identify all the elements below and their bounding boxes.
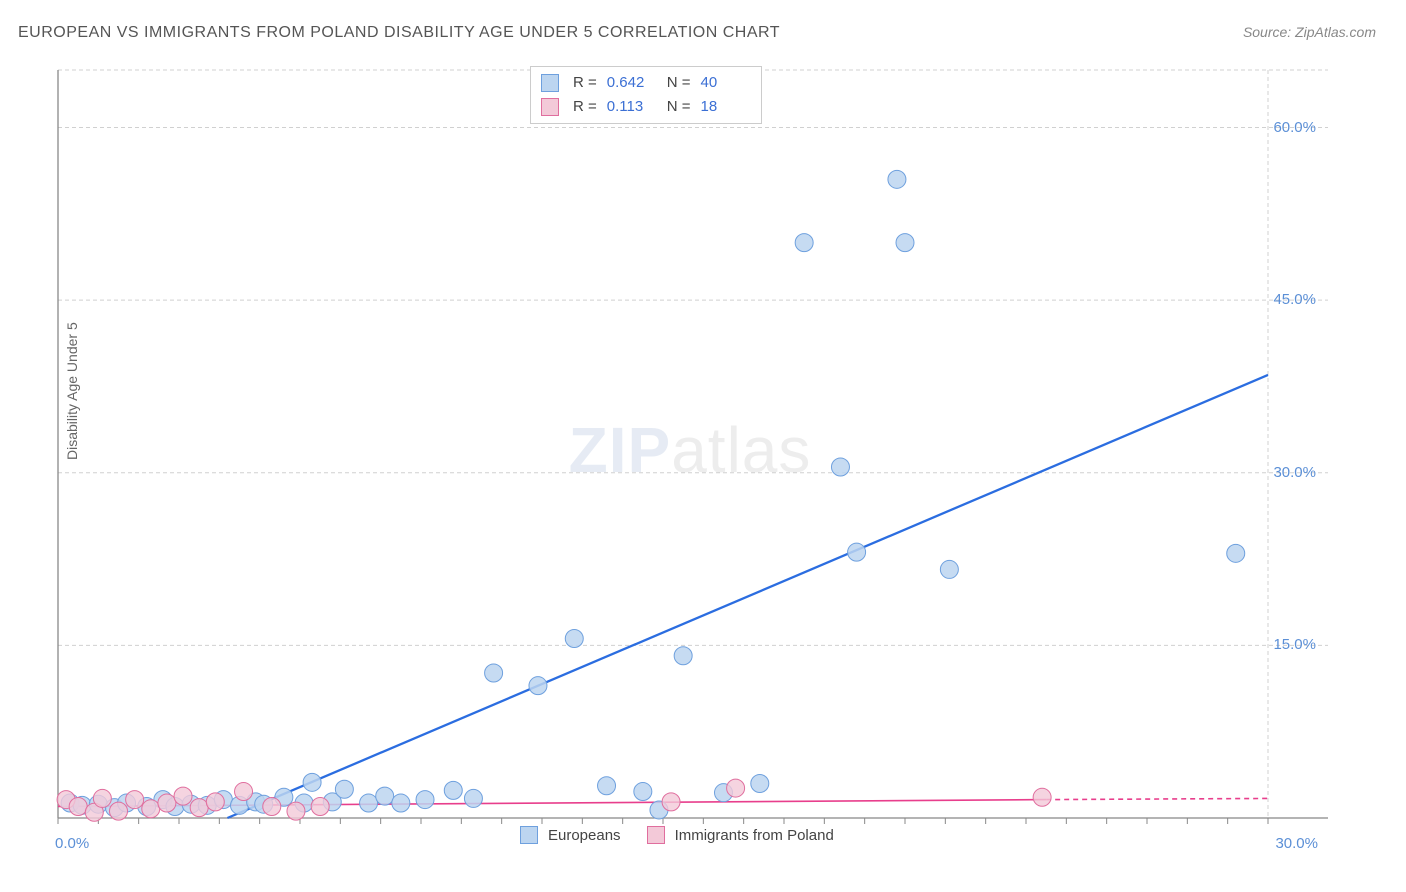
legend-swatch [520, 826, 538, 844]
chart-title: EUROPEAN VS IMMIGRANTS FROM POLAND DISAB… [18, 24, 780, 42]
r-label: R = [573, 95, 597, 119]
y-tick-45: 45.0% [1273, 291, 1316, 308]
source-credit: Source: ZipAtlas.com [1243, 24, 1376, 40]
chart-area: Disability Age Under 5 ZIPatlas R =0.642… [50, 60, 1330, 840]
legend-label: Immigrants from Poland [675, 827, 834, 844]
legend-item: Europeans [520, 826, 621, 844]
series-legend: Europeans Immigrants from Poland [520, 826, 834, 844]
legend-label: Europeans [548, 827, 621, 844]
x-tick-min: 0.0% [55, 835, 89, 852]
legend-swatch [647, 826, 665, 844]
n-value: 40 [701, 71, 751, 95]
r-value: 0.642 [607, 71, 657, 95]
y-tick-60: 60.0% [1273, 119, 1316, 136]
y-tick-15: 15.0% [1273, 636, 1316, 653]
stats-legend-row: R = 0.642 N = 40 [541, 71, 751, 95]
scatter-plot [50, 60, 1330, 840]
r-value: 0.113 [607, 95, 657, 119]
legend-swatch [541, 98, 559, 116]
legend-swatch [541, 74, 559, 92]
legend-item: Immigrants from Poland [647, 826, 834, 844]
r-label: R = [573, 71, 597, 95]
y-tick-30: 30.0% [1273, 464, 1316, 481]
stats-legend-row: R = 0.113 N = 18 [541, 95, 751, 119]
n-label: N = [667, 71, 691, 95]
x-tick-max: 30.0% [1275, 835, 1318, 852]
n-value: 18 [701, 95, 751, 119]
n-label: N = [667, 95, 691, 119]
stats-legend: R = 0.642 N = 40 R = 0.113 N = 18 [530, 66, 762, 124]
